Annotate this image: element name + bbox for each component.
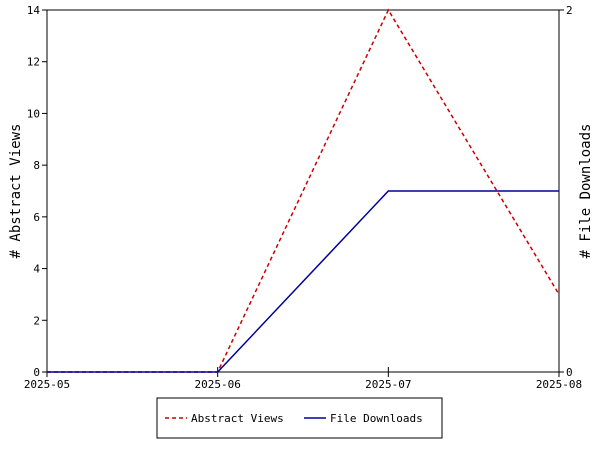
x-tick-label: 2025-06 bbox=[194, 378, 240, 391]
left-tick-label: 2 bbox=[33, 314, 40, 327]
x-tick-label: 2025-08 bbox=[536, 378, 582, 391]
right-axis-title: # File Downloads bbox=[578, 124, 594, 259]
x-axis-ticks: 2025-05 2025-06 2025-07 2025-08 bbox=[24, 367, 582, 391]
left-tick-label: 10 bbox=[27, 107, 40, 120]
left-tick-label: 14 bbox=[27, 4, 41, 17]
left-axis-ticks: 0 2 4 6 8 10 12 14 bbox=[27, 4, 47, 379]
series-layer bbox=[47, 8, 560, 373]
left-tick-label: 4 bbox=[33, 263, 40, 276]
right-tick-label: 0 bbox=[566, 366, 573, 379]
series-line-file-downloads bbox=[47, 190, 559, 373]
left-tick-label: 12 bbox=[27, 56, 40, 69]
legend-label-file-downloads: File Downloads bbox=[330, 412, 423, 425]
legend-label-abstract-views: Abstract Views bbox=[191, 412, 284, 425]
x-tick-label: 2025-05 bbox=[24, 378, 70, 391]
left-tick-label: 8 bbox=[33, 159, 40, 172]
legend: Abstract Views File Downloads bbox=[156, 397, 443, 439]
legend-box bbox=[156, 397, 443, 439]
right-tick-label: 2 bbox=[566, 4, 573, 17]
right-axis-ticks: 02 bbox=[559, 4, 573, 379]
left-tick-label: 6 bbox=[33, 211, 40, 224]
left-tick-label: 0 bbox=[33, 366, 40, 379]
left-axis-title: # Abstract Views bbox=[8, 124, 24, 259]
x-tick-label: 2025-07 bbox=[365, 378, 411, 391]
